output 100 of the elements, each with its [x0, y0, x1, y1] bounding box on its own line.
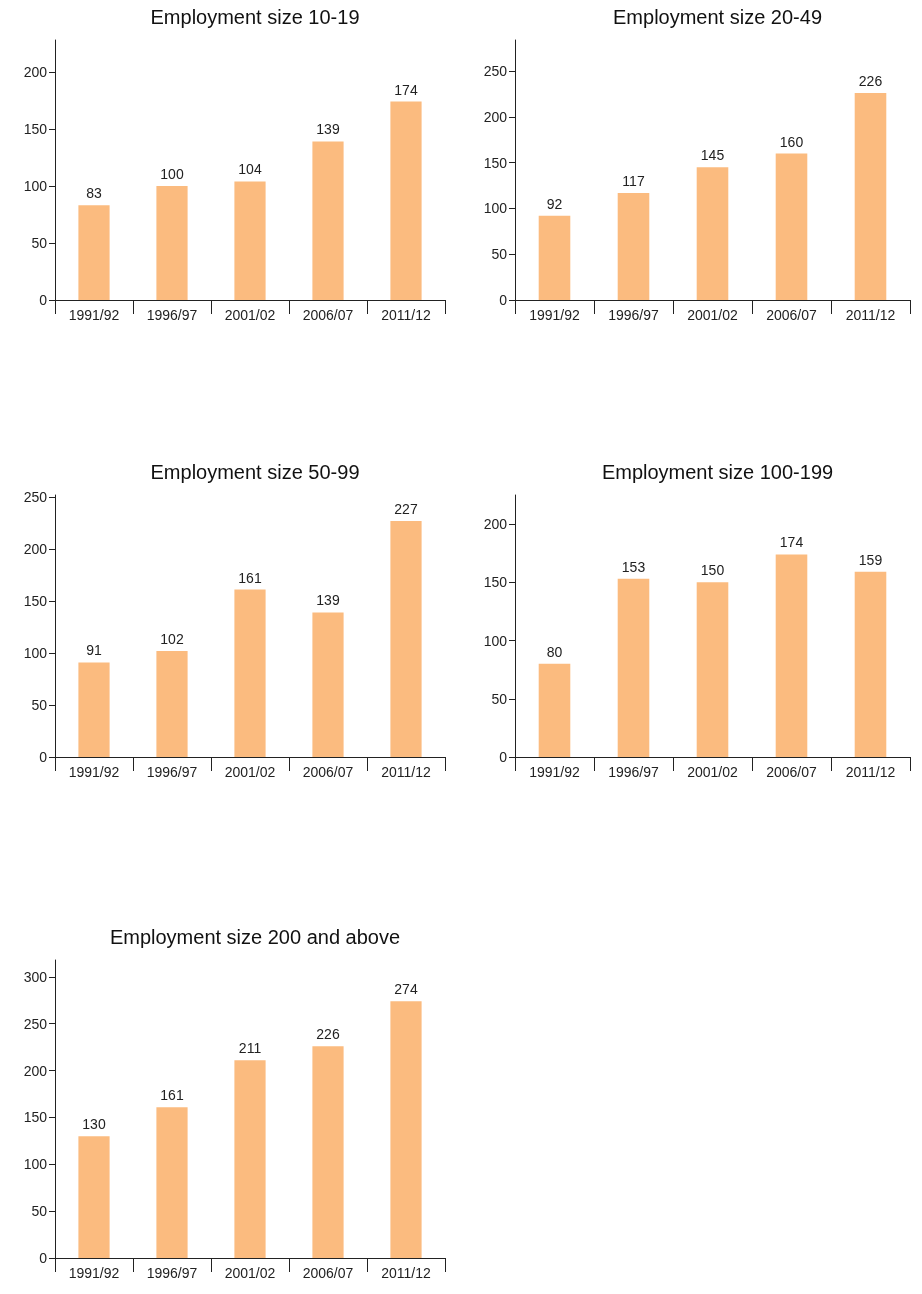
chart-title: Employment size 10-19	[150, 6, 360, 28]
x-tick-label: 1991/92	[529, 307, 581, 323]
y-tick-label: 50	[31, 1203, 48, 1220]
x-tick-label: 2011/12	[845, 764, 896, 780]
y-tick-label: 0	[39, 1250, 48, 1266]
x-tick-label: 2006/07	[766, 307, 818, 323]
bar	[234, 1060, 266, 1258]
data-label: 100	[160, 165, 184, 182]
data-label: 92	[546, 195, 563, 212]
data-label: 227	[394, 500, 418, 517]
x-tick-label: 1991/92	[68, 1265, 120, 1281]
y-tick-label: 0	[39, 749, 48, 765]
data-label: 161	[238, 569, 262, 586]
data-label: 226	[316, 1026, 340, 1043]
bar	[696, 582, 729, 757]
bar	[696, 167, 729, 300]
y-tick-label: 50	[491, 690, 508, 707]
y-tick-label: 100	[483, 200, 508, 217]
data-label: 139	[316, 592, 340, 609]
x-tick-label: 2006/07	[302, 307, 354, 323]
data-label: 174	[394, 81, 418, 98]
x-tick-label: 2006/07	[766, 764, 818, 780]
data-label: 161	[160, 1087, 184, 1104]
bar	[156, 650, 188, 757]
y-tick-label: 100	[23, 1156, 48, 1173]
y-tick-label: 100	[483, 632, 508, 649]
bar	[538, 663, 571, 757]
x-tick-label: 2001/02	[224, 1265, 276, 1281]
x-tick-label: 1991/92	[68, 764, 120, 780]
x-tick-label: 1996/97	[146, 1265, 198, 1281]
x-tick-label: 1996/97	[608, 307, 660, 323]
x-tick-label: 1996/97	[146, 307, 198, 323]
x-tick-label: 2006/07	[302, 764, 354, 780]
chart-title: Employment size 20-49	[613, 6, 822, 28]
x-tick-label: 2001/02	[687, 764, 739, 780]
data-label: 83	[86, 185, 102, 202]
x-tick-label: 1996/97	[146, 764, 198, 780]
y-tick-label: 200	[23, 1062, 48, 1079]
y-tick-label: 150	[23, 593, 48, 610]
data-label: 104	[238, 161, 262, 178]
x-tick-label: 2006/07	[302, 1265, 354, 1281]
y-tick-label: 200	[483, 108, 508, 125]
x-tick-label: 1991/92	[68, 307, 120, 323]
y-tick-label: 250	[23, 1015, 48, 1032]
y-tick-label: 150	[23, 120, 48, 137]
data-label: 211	[238, 1040, 262, 1057]
bar	[312, 612, 344, 757]
data-label: 117	[622, 172, 645, 189]
data-label: 145	[700, 147, 725, 164]
data-label: 226	[858, 73, 883, 90]
data-label: 274	[394, 981, 418, 998]
bar	[775, 554, 808, 757]
x-tick-label: 2001/02	[687, 307, 739, 323]
x-tick-label: 2001/02	[224, 307, 276, 323]
x-tick-label: 2001/02	[224, 764, 276, 780]
y-tick-label: 50	[31, 697, 48, 714]
data-label: 102	[160, 630, 184, 647]
y-tick-label: 50	[491, 246, 508, 263]
y-tick-label: 0	[499, 292, 508, 308]
x-tick-label: 2011/12	[381, 764, 431, 780]
bar	[312, 141, 344, 300]
data-label: 80	[546, 643, 563, 660]
bar	[617, 578, 650, 757]
y-tick-label: 250	[23, 489, 48, 506]
data-label: 130	[82, 1116, 106, 1133]
y-tick-label: 150	[483, 574, 508, 591]
bar	[78, 205, 110, 300]
y-tick-label: 200	[23, 63, 48, 80]
chart-title: Employment size 100-199	[601, 461, 834, 483]
y-tick-label: 0	[499, 749, 508, 765]
data-label: 153	[621, 558, 646, 575]
bar	[156, 185, 188, 300]
y-tick-label: 50	[31, 234, 48, 251]
bar	[854, 571, 887, 757]
bar	[390, 1001, 422, 1258]
x-tick-label: 1996/97	[608, 764, 660, 780]
y-tick-label: 250	[483, 63, 508, 80]
bar	[617, 192, 650, 300]
bar	[78, 662, 110, 757]
chart-title: Employment size 200 and above	[109, 926, 401, 948]
y-tick-label: 300	[23, 968, 48, 985]
x-tick-label: 2011/12	[381, 1265, 431, 1281]
bar	[775, 153, 808, 300]
data-label: 174	[779, 534, 804, 551]
y-tick-label: 150	[483, 154, 508, 171]
data-label: 150	[700, 562, 725, 579]
bar	[538, 215, 571, 300]
bar	[854, 93, 887, 300]
bar	[390, 101, 422, 300]
y-tick-label: 150	[23, 1109, 48, 1126]
bar	[390, 520, 422, 757]
y-tick-label: 100	[23, 645, 48, 662]
chart-title: Employment size 50-99	[150, 461, 360, 483]
data-label: 160	[779, 133, 804, 150]
bar	[234, 181, 266, 300]
y-tick-label: 200	[23, 541, 48, 558]
x-tick-label: 2011/12	[845, 307, 896, 323]
data-label: 91	[86, 642, 102, 659]
y-tick-label: 100	[23, 177, 48, 194]
bar	[78, 1136, 110, 1258]
